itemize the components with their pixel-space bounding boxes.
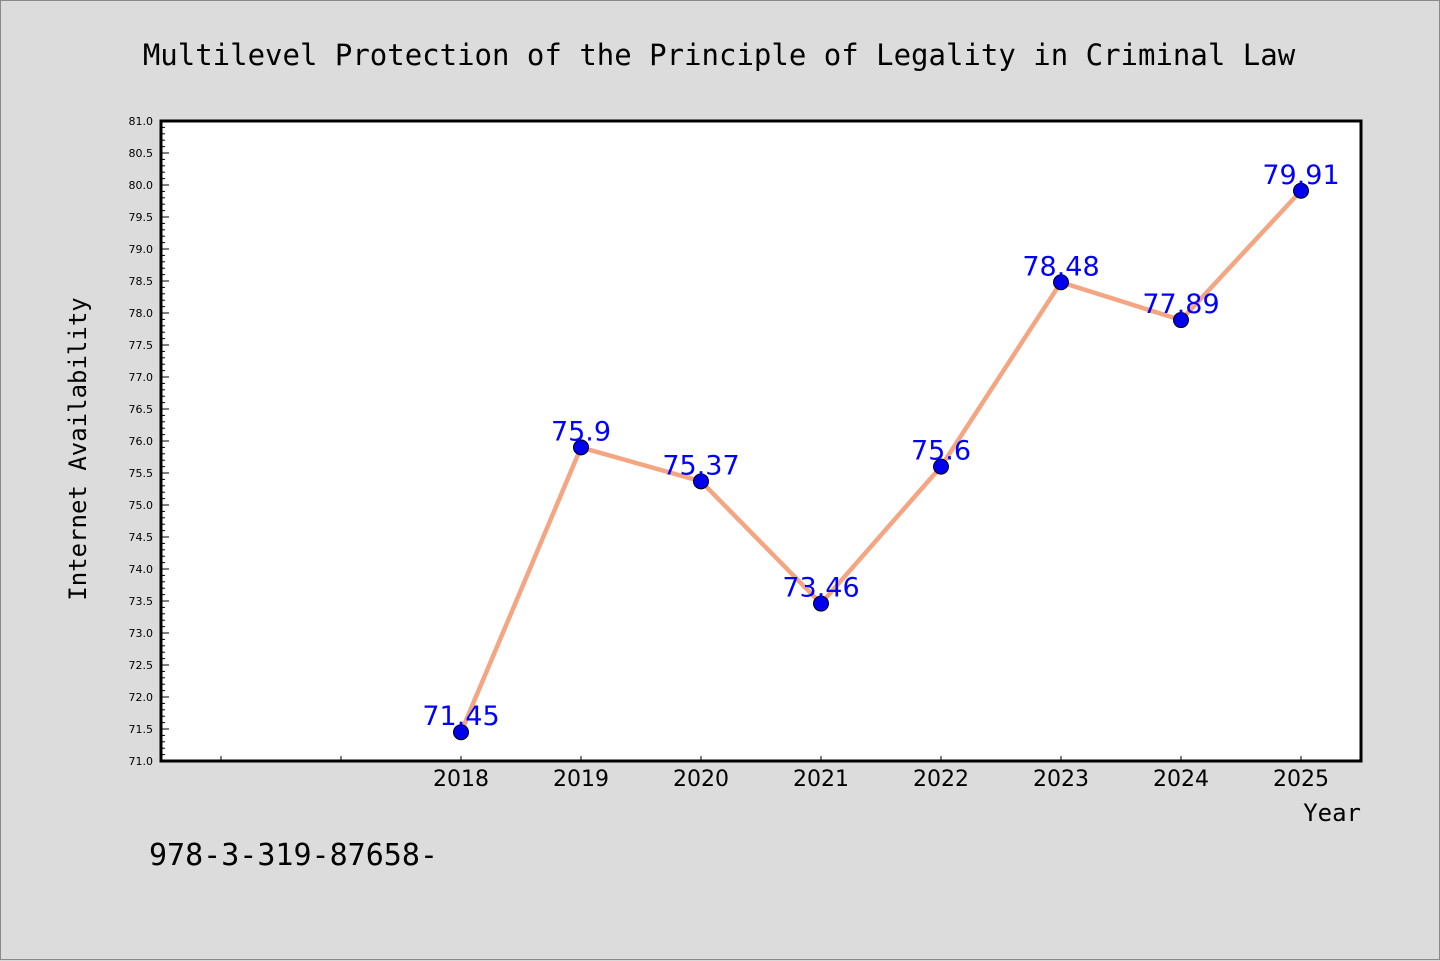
y-tick-label: 73.5 <box>129 595 154 608</box>
x-tick-label: 2020 <box>673 767 729 792</box>
y-tick-label: 74.0 <box>129 563 154 576</box>
data-markers <box>453 182 1309 741</box>
plot-area <box>159 119 1363 763</box>
chart-title: Multilevel Protection of the Principle o… <box>143 38 1296 72</box>
data-label: 75.9 <box>551 416 611 447</box>
y-tick-label: 72.0 <box>129 691 154 704</box>
data-label: 75.37 <box>662 450 739 481</box>
y-tick-label: 71.0 <box>129 755 154 768</box>
y-tick-label: 72.5 <box>129 659 154 672</box>
x-tick-label: 2025 <box>1273 767 1329 792</box>
y-axis-ticks: 71.0 71.5 72.0 72.5 73.0 73.5 74.0 74.5 75.0 75.5… <box>129 115 169 768</box>
data-labels: 71.45 75.9 75.37 73.46 75.6 78.48 77.89 79.91 <box>422 160 1339 732</box>
y-tick-label: 80.5 <box>129 147 154 160</box>
x-tick-label: 2021 <box>793 767 849 792</box>
data-point <box>453 724 469 741</box>
data-label: 79.91 <box>1262 160 1339 191</box>
y-tick-label: 73.0 <box>129 627 154 640</box>
y-tick-label: 81.0 <box>129 115 154 128</box>
footer-code: 978-3-319-87658- <box>149 838 438 873</box>
data-label: 73.46 <box>782 573 859 604</box>
data-point <box>1053 274 1069 291</box>
y-tick-label: 78.5 <box>129 275 154 288</box>
data-point <box>693 473 709 490</box>
data-point <box>813 595 829 612</box>
x-axis-ticks: 2018 2019 2020 2021 2022 2023 2024 2025 <box>220 756 1329 792</box>
data-point <box>1173 312 1189 329</box>
y-tick-label: 75.0 <box>129 499 154 512</box>
y-tick-label: 71.5 <box>129 723 154 736</box>
x-tick-label: 2019 <box>553 767 609 792</box>
y-tick-label: 77.0 <box>129 371 154 384</box>
y-tick-label: 75.5 <box>129 467 154 480</box>
data-label: 71.45 <box>422 701 499 732</box>
y-tick-label: 79.5 <box>129 211 154 224</box>
y-tick-label: 76.0 <box>129 435 154 448</box>
y-axis-label: Internet Availability <box>64 297 92 600</box>
y-tick-label: 77.5 <box>129 339 154 352</box>
data-point <box>1293 182 1309 199</box>
y-tick-label: 78.0 <box>129 307 154 320</box>
x-tick-label: 2022 <box>913 767 969 792</box>
y-tick-label: 76.5 <box>129 403 154 416</box>
x-tick-label: 2023 <box>1033 767 1089 792</box>
data-point <box>573 439 589 456</box>
y-tick-label: 79.0 <box>129 243 154 256</box>
x-tick-label: 2024 <box>1153 767 1209 792</box>
data-label: 78.48 <box>1022 251 1099 282</box>
x-tick-label: 2018 <box>433 767 489 792</box>
y-tick-label: 74.5 <box>129 531 154 544</box>
data-label: 77.89 <box>1142 289 1219 320</box>
y-tick-label: 80.0 <box>129 179 154 192</box>
data-label: 75.6 <box>911 436 971 467</box>
data-point <box>933 458 949 475</box>
series-line <box>458 189 1303 734</box>
x-axis-label: Year <box>1303 799 1361 827</box>
